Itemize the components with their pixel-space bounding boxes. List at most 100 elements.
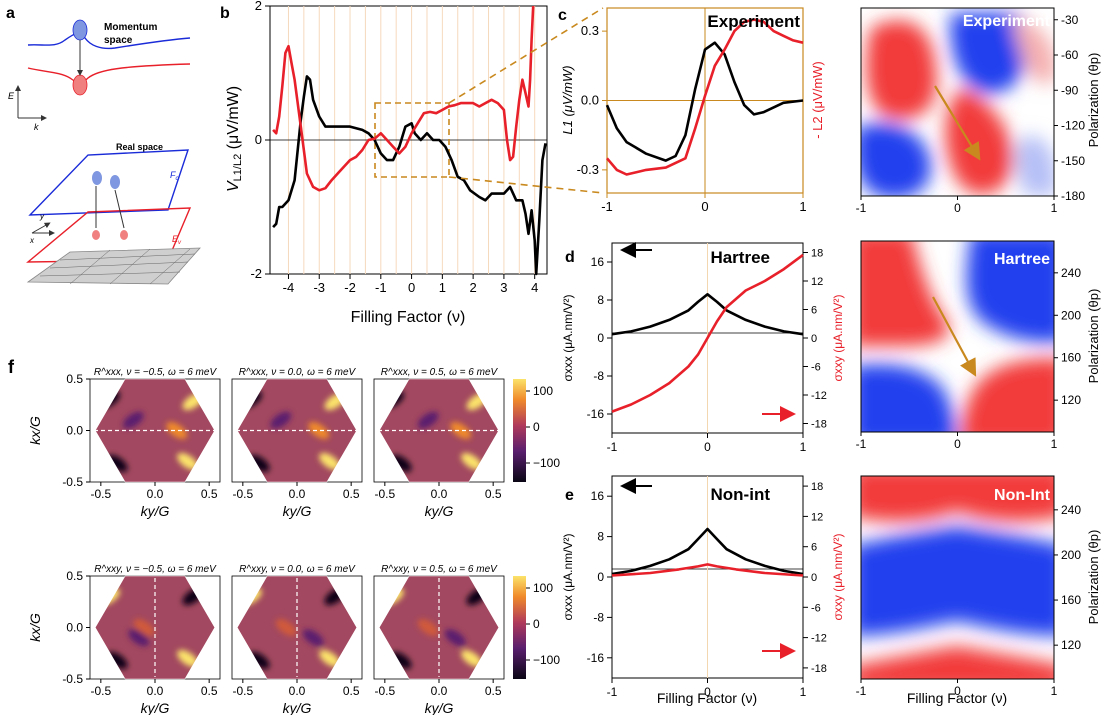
x-tick-label: -1 — [856, 684, 867, 698]
y-tick-label: 240 — [1061, 503, 1081, 517]
x-tick-label: 0 — [704, 440, 711, 454]
x-tick-label: 0 — [408, 280, 415, 295]
plot-b-ylabel: VL1/L2 (μV/mW) — [225, 86, 244, 192]
y-label: y — [39, 212, 45, 221]
f-subplot: R^xxx, ν = −0.5, ω = 6 meV -0.5 0.0 0.5 ky/G… — [27, 367, 220, 519]
x-tick-label: -1 — [607, 440, 618, 454]
panel-d: d -1 0 1 -16 -8 0 8 16 -18 -12 -6 0 6 12 18 Hartree σx… — [561, 243, 845, 454]
y-tick-label: 120 — [1061, 393, 1081, 407]
x-tick-label: -0.5 — [90, 684, 111, 698]
y-tick-label: 0.3 — [581, 23, 599, 38]
x-tick-label: -2 — [344, 280, 356, 295]
x-tick-label: 4 — [531, 280, 538, 295]
x-tick-label: 2 — [470, 280, 477, 295]
momentum-space-label-1: Momentum — [104, 22, 157, 33]
x-tick-label: 0 — [954, 437, 961, 451]
y-tick-label: -30 — [1061, 13, 1079, 27]
energy-axis-label: E — [8, 91, 15, 101]
panel-f-grid: R^xxx, ν = −0.5, ω = 6 meV-0.5 0.0 0.5ky/G… — [27, 367, 504, 715]
y-tick-label: 0 — [597, 570, 604, 584]
f-xlabel: ky/G — [283, 503, 312, 519]
plot-c-title: Experiment — [707, 12, 800, 31]
panel-c: c -1 0 1 -0.3 0.0 0.3 Experiment L1 (μV/mW) -… — [558, 7, 825, 214]
y2-tick-label: -6 — [811, 362, 821, 374]
plot-d-title: Hartree — [710, 248, 770, 267]
y-tick-label: 160 — [1061, 351, 1081, 365]
heatmap-e-xlabel: Filling Factor (ν) — [907, 690, 1007, 706]
electron-real-2 — [110, 175, 120, 189]
k-axis-label: k — [34, 122, 39, 132]
y-tick-label: -60 — [1061, 48, 1079, 62]
plot-c-ylabel-right: - L2 (μV/mW) — [810, 61, 825, 139]
y-tick-label: 0 — [597, 331, 604, 345]
y-tick-label: -90 — [1061, 83, 1079, 97]
colorbar-ticks: 100 0 −100 100 0 −100 — [526, 384, 560, 667]
y2-tick-label: -6 — [811, 602, 821, 614]
x-tick-label: 1 — [1051, 201, 1058, 215]
panel-letter-a: a — [6, 5, 15, 22]
y-tick-label: -8 — [593, 369, 604, 383]
panel-e: e -1 0 1-16-80816-18-12-6061218 Non-int σx… — [561, 476, 845, 706]
x-tick-label: 1 — [439, 280, 446, 295]
y-tick-label: 200 — [1061, 308, 1081, 322]
heatmap-e: Non-Int -1 0 1 240 200 160 120 Polarization (θ… — [851, 466, 1101, 706]
x-tick-label: 1 — [1051, 437, 1058, 451]
f-xlabel: ky/G — [425, 503, 454, 519]
x-tick-label: 0.0 — [289, 487, 306, 501]
x-tick-label: -0.5 — [232, 684, 253, 698]
y2-tick-label: 0 — [811, 572, 817, 584]
f-subplot: R^xxx, ν = 0.0, ω = 6 meV-0.5 0.0 0.5ky/G — [232, 367, 362, 519]
plot-c-ylabel-left: L1 (μV/mW) — [560, 65, 575, 134]
x-tick-label: -1 — [607, 685, 618, 699]
heatmap-d-title: Hartree — [994, 251, 1050, 268]
y2-tick-label: -12 — [811, 390, 827, 402]
x-tick-label: 1 — [800, 440, 807, 454]
heatmap-d: Hartree -1 0 1240200160120 Polarization (θ… — [851, 231, 1101, 451]
panel-letter-b: b — [220, 5, 230, 22]
f-subplot: R^xxy, ν = −0.5, ω = 6 meV -0.5 0.0 0.5 ky/G… — [27, 564, 220, 715]
colorbar-top — [513, 379, 526, 482]
x-tick-label: 0.5 — [485, 684, 502, 698]
vertical-link-2 — [115, 190, 124, 228]
x-tick-label: -1 — [601, 199, 613, 214]
y2-tick-label: 12 — [811, 276, 823, 288]
y-tick-label: -180 — [1061, 189, 1085, 203]
y-tick-label: 0.5 — [66, 372, 83, 386]
electron-wavepacket — [73, 20, 87, 40]
f-subplot-title: R^xxy, ν = 0.0, ω = 6 meV — [239, 564, 356, 575]
fc-label: Fc — [170, 170, 179, 182]
x-tick-label: 0.5 — [343, 684, 360, 698]
y-tick-label: 0.0 — [66, 621, 83, 635]
y-tick-label: -0.5 — [62, 672, 83, 686]
heatmap-c-title: Experiment — [963, 13, 1051, 30]
y-axis-arrow — [32, 224, 48, 233]
f-subplot: R^xxy, ν = 0.0, ω = 6 meV-0.5 0.0 0.5ky/G — [232, 564, 362, 715]
x-tick-label: -0.5 — [90, 487, 111, 501]
colorbar-tick-label: −100 — [533, 456, 560, 470]
y2-tick-label: 18 — [811, 481, 823, 493]
f-ylabel: kx/G — [27, 613, 43, 642]
y-tick-label: 0.5 — [66, 569, 83, 583]
plot-e-xlabel: Filling Factor (ν) — [657, 690, 757, 706]
f-xlabel: ky/G — [425, 700, 454, 715]
panel-a: a Momentum space E k Real space Fc Ev y … — [6, 5, 200, 284]
f-xlabel: ky/G — [141, 700, 170, 715]
y-tick-label: 16 — [591, 489, 605, 503]
colorbar-tick-label: 100 — [533, 384, 553, 398]
x-tick-label: -4 — [283, 280, 295, 295]
panel-letter-c: c — [558, 7, 567, 24]
x-tick-label: 0.5 — [201, 684, 218, 698]
x-tick-label: -0.5 — [374, 684, 395, 698]
colorbar-tick-label: 100 — [533, 581, 553, 595]
x-tick-label: 1 — [1051, 684, 1058, 698]
y2-tick-label: 12 — [811, 511, 823, 523]
x-tick-label: -1 — [856, 437, 867, 451]
plot-e-title: Non-int — [711, 485, 771, 504]
plot-d-ylabel-right: σxxy (μA.nm/V²) — [831, 295, 845, 382]
x-tick-label: 0 — [954, 201, 961, 215]
x-tick-label: -0.5 — [374, 487, 395, 501]
y-tick-label: 160 — [1061, 593, 1081, 607]
f-subplot-title: R^xxy, ν = 0.5, ω = 6 meV — [381, 564, 498, 575]
f-subplot: R^xxy, ν = 0.5, ω = 6 meV -0.5 0.0 0.5 ky/G — [374, 564, 504, 715]
